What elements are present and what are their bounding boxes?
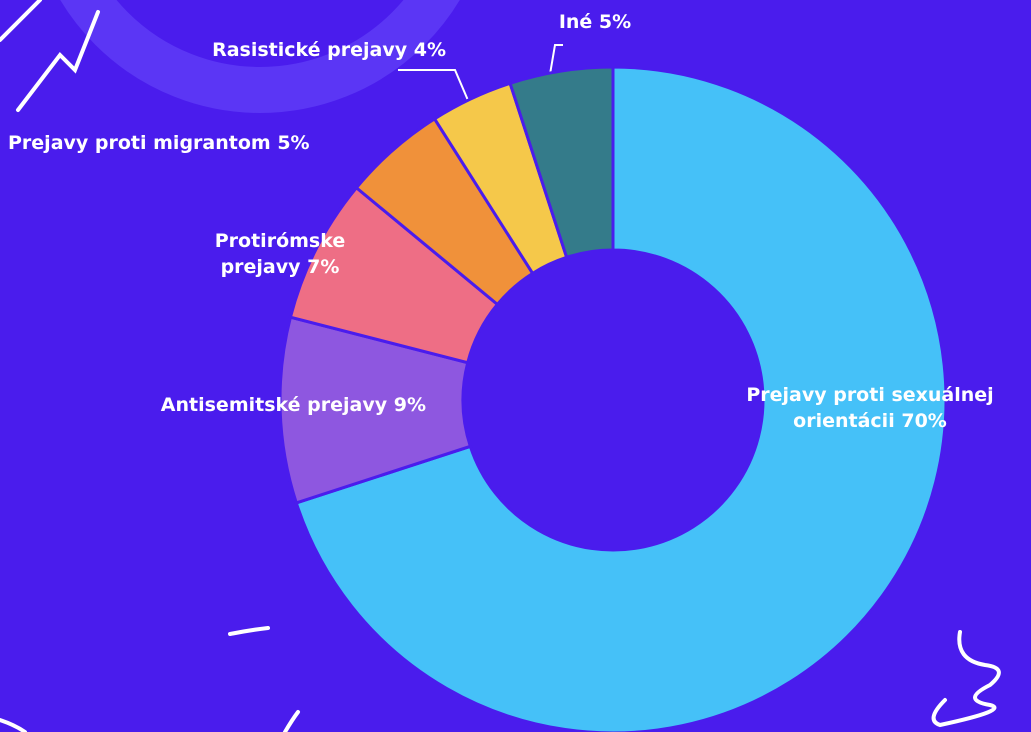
doodle [0,0,42,42]
slices [278,65,948,732]
slice-label: Iné 5% [540,9,650,35]
value-label: 5% [277,132,310,154]
slice-label: Prejavy proti sexuálnej orientácii 70% [700,382,1031,434]
value-label: 7% [307,256,340,278]
slice [508,65,615,260]
decor-ring-circle [60,0,460,113]
value-label: 4% [413,39,446,61]
slice-label: Antisemitské prejavy 9% [60,392,426,418]
slice-label: Protirómske prejavy 7% [180,228,380,280]
slice-label: Rasistické prejavy 4% [130,37,446,63]
doodle [228,626,270,636]
category-label: Iné [558,11,593,33]
leader-line [398,69,471,106]
doodle [283,710,300,732]
slice-label: Prejavy proti migrantom 5% [8,130,408,156]
leader-line [548,44,563,81]
doodle [0,718,27,732]
value-label: 9% [393,394,426,416]
value-label: 70% [901,410,947,432]
category-label: Rasistické prejavy [212,39,408,61]
value-label: 5% [598,11,632,33]
decor-ring [60,0,460,113]
category-label: Antisemitské prejavy [160,394,388,416]
doodle [16,10,100,112]
category-label: Protirómske prejavy [214,230,346,278]
slice [294,65,948,732]
decor-doodles [0,0,1001,732]
category-label: Prejavy proti migrantom [8,132,271,154]
category-label: Prejavy proti sexuálnej orientácii [746,384,994,432]
leader-lines [398,44,563,106]
doodle [931,630,1001,728]
